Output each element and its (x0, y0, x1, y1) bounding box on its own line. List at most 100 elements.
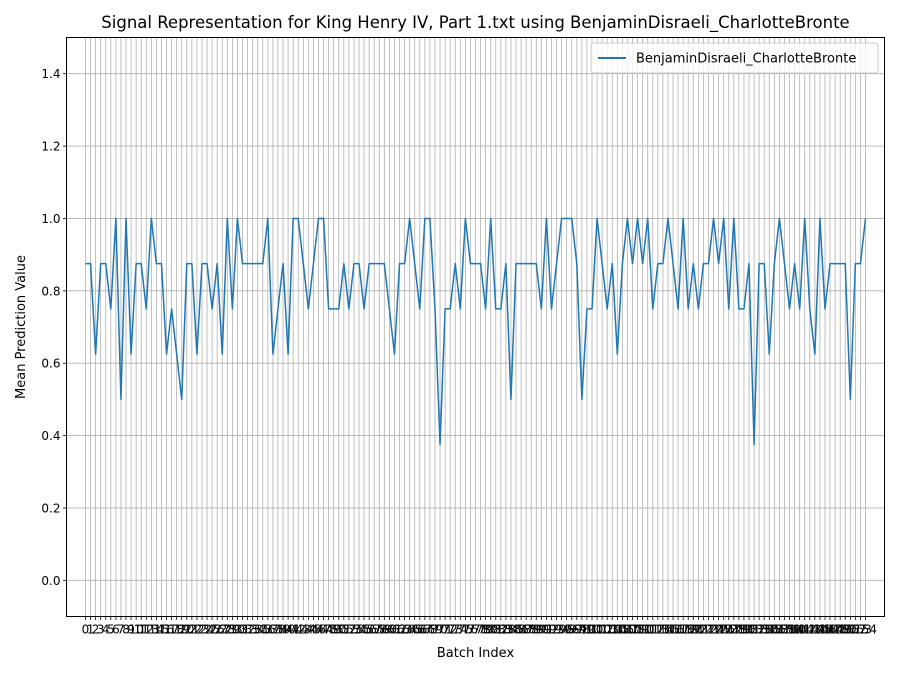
x-tick-label: 62 (392, 623, 407, 637)
x-tick-label: 18 (169, 623, 184, 637)
x-tick-label: 8 (122, 623, 130, 637)
x-tick-label: 5 (107, 623, 115, 637)
y-tick-label: 0.0 (41, 574, 60, 588)
x-tick-label: 46 (311, 623, 326, 637)
x-tick-label: 101 (586, 623, 609, 637)
x-tick-label: 106 (611, 623, 634, 637)
x-tick-label: 112 (641, 623, 664, 637)
x-tick-label: 33 (245, 623, 260, 637)
x-tick-label: 22 (189, 623, 204, 637)
x-tick-label: 83 (498, 623, 513, 637)
x-tick-label: 127 (717, 623, 740, 637)
x-tick-label: 133 (748, 623, 771, 637)
x-tick-label: 72 (443, 623, 458, 637)
x-tick-label: 47 (316, 623, 331, 637)
x-tick-label: 89 (529, 623, 544, 637)
x-tick-label: 153 (849, 623, 872, 637)
x-tick-label: 117 (667, 623, 690, 637)
x-tick-label: 0 (82, 623, 90, 637)
x-tick-label: 73 (448, 623, 463, 637)
x-tick-label: 140 (783, 623, 806, 637)
x-tick-label: 59 (377, 623, 392, 637)
x-tick-label: 75 (458, 623, 473, 637)
y-axis-ticks: 0.0 0.2 0.4 0.6 0.8 1.0 1.2 1.4 (41, 67, 67, 588)
x-tick-label: 20 (179, 623, 194, 637)
x-tick-label: 104 (601, 623, 624, 637)
y-tick-label: 1.4 (41, 67, 60, 81)
y-axis-label: Mean Prediction Value (14, 255, 29, 399)
y-tick-label: 0.4 (41, 429, 60, 443)
x-tick-label: 45 (306, 623, 321, 637)
x-axis-ticks: 0123456789101112131415161718192021222324… (82, 616, 877, 637)
x-tick-label: 119 (677, 623, 700, 637)
x-tick-label: 149 (829, 623, 852, 637)
x-tick-label: 111 (636, 623, 659, 637)
x-tick-label: 55 (356, 623, 371, 637)
x-tick-label: 137 (768, 623, 791, 637)
x-tick-label: 145 (808, 623, 831, 637)
x-tick-label: 105 (606, 623, 629, 637)
x-tick-label: 84 (503, 623, 518, 637)
x-tick-label: 17 (164, 623, 179, 637)
x-tick-label: 98 (574, 623, 589, 637)
legend-label: BenjaminDisraeli_CharlotteBronte (636, 52, 856, 67)
x-tick-label: 4 (102, 623, 110, 637)
x-tick-label: 150 (834, 623, 857, 637)
x-tick-label: 126 (712, 623, 735, 637)
x-tick-label: 63 (397, 623, 412, 637)
x-tick-label: 97 (569, 623, 584, 637)
x-tick-label: 148 (824, 623, 847, 637)
x-tick-label: 64 (402, 623, 417, 637)
x-tick-label: 39 (275, 623, 290, 637)
x-tick-label: 37 (265, 623, 280, 637)
x-tick-label: 100 (581, 623, 604, 637)
x-tick-label: 88 (524, 623, 539, 637)
x-tick-label: 107 (616, 623, 639, 637)
x-tick-label: 130 (732, 623, 755, 637)
series-layer (85, 217, 867, 446)
x-tick-label: 82 (493, 623, 508, 637)
x-tick-label: 124 (702, 623, 725, 637)
x-tick-label: 78 (473, 623, 488, 637)
x-tick-label: 32 (240, 623, 255, 637)
x-tick-label: 10 (129, 623, 144, 637)
x-tick-label: 131 (738, 623, 761, 637)
x-tick-label: 69 (427, 623, 442, 637)
x-tick-label: 21 (184, 623, 199, 637)
x-tick-label: 94 (554, 623, 569, 637)
x-tick-label: 151 (839, 623, 862, 637)
x-tick-label: 51 (336, 623, 351, 637)
x-tick-label: 56 (361, 623, 376, 637)
x-tick-label: 15 (154, 623, 169, 637)
x-tick-label: 125 (707, 623, 730, 637)
x-axis-label: Batch Index (437, 646, 515, 661)
x-tick-label: 25 (204, 623, 219, 637)
x-tick-label: 152 (844, 623, 867, 637)
x-tick-label: 70 (432, 623, 447, 637)
x-tick-label: 42 (291, 623, 306, 637)
x-tick-label: 143 (798, 623, 821, 637)
x-tick-label: 36 (260, 623, 275, 637)
x-tick-label: 16 (159, 623, 174, 637)
x-tick-label: 122 (692, 623, 715, 637)
x-tick-label: 90 (534, 623, 549, 637)
y-tick-label: 0.8 (41, 284, 60, 298)
x-tick-label: 50 (331, 623, 346, 637)
x-tick-label: 115 (657, 623, 680, 637)
x-tick-label: 76 (463, 623, 478, 637)
x-tick-label: 40 (280, 623, 295, 637)
x-tick-label: 38 (270, 623, 285, 637)
x-tick-label: 14 (149, 623, 164, 637)
legend-box (590, 42, 879, 74)
x-tick-label: 61 (387, 623, 402, 637)
x-tick-label: 144 (803, 623, 826, 637)
x-tick-label: 27 (215, 623, 230, 637)
x-tick-label: 35 (255, 623, 270, 637)
x-tick-label: 54 (351, 623, 366, 637)
x-tick-label: 134 (753, 623, 776, 637)
x-tick-label: 81 (488, 623, 503, 637)
x-tick-label: 114 (651, 623, 674, 637)
x-tick-label: 7 (117, 623, 125, 637)
x-tick-label: 92 (544, 623, 559, 637)
